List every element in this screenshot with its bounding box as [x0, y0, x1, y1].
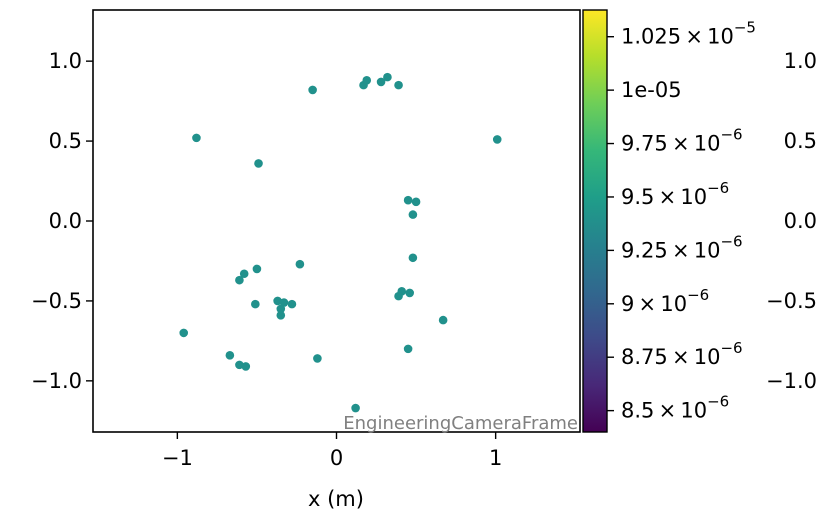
data-point	[403, 195, 413, 205]
colorbar-tick-label: 8.5 × 10−6	[621, 393, 729, 423]
data-point	[276, 304, 286, 314]
data-point	[408, 253, 418, 263]
data-point	[403, 344, 413, 354]
data-points	[179, 72, 502, 413]
data-point	[279, 298, 289, 307]
data-point	[313, 354, 322, 363]
data-point	[411, 197, 421, 207]
data-point	[192, 133, 201, 143]
data-point	[225, 350, 235, 360]
data-point	[241, 362, 251, 371]
y-tick-label: 1.0	[49, 49, 82, 73]
data-point	[252, 264, 262, 274]
x-axis-ticks: −1 0 1	[162, 432, 502, 470]
y-axis-ticks: 1.0 0.5 0.0 −0.5 −1.0	[31, 49, 93, 393]
data-point	[276, 311, 286, 320]
frame-watermark: EngineeringCameraFrame	[343, 413, 578, 434]
x-axis-title: x (m)	[308, 487, 364, 511]
colorbar-tick-label: 9.5 × 10−6	[621, 179, 729, 209]
data-point	[308, 85, 317, 95]
data-point	[405, 288, 415, 298]
right-y-tick-label: −0.5	[766, 289, 817, 313]
data-point	[438, 315, 448, 325]
right-y-tick-label: 1.0	[784, 49, 817, 73]
x-tick-label: −1	[162, 446, 193, 470]
colorbar-tick-label: 1e-05	[621, 78, 682, 102]
y-tick-label: −0.5	[31, 289, 82, 313]
data-point	[383, 72, 392, 82]
data-point	[394, 291, 403, 301]
data-point	[362, 76, 372, 85]
data-point	[492, 135, 502, 144]
colorbar-ticks: 1.025 × 10−5 1e-05 9.75 × 10−6 9.5 × 10−6 9.…	[607, 19, 756, 423]
colorbar-tick-label: 9 × 10−6	[621, 286, 709, 316]
y-tick-label: 0.0	[49, 209, 82, 233]
data-point	[251, 299, 260, 309]
colorbar-tick-label: 9.75 × 10−6	[621, 126, 743, 156]
y-tick-label: 0.5	[49, 129, 82, 153]
data-point	[287, 299, 297, 309]
right-y-tick-label: 0.5	[784, 129, 817, 153]
right-y-tick-label: 0.0	[784, 209, 817, 233]
right-y-tick-label: −1.0	[766, 369, 817, 393]
data-point	[394, 80, 403, 90]
colorbar	[582, 9, 608, 433]
data-point	[239, 269, 249, 279]
x-tick-label: 1	[489, 446, 502, 470]
data-point	[179, 328, 189, 338]
x-tick-label: 0	[330, 446, 343, 470]
data-point	[376, 77, 386, 87]
y-tick-label: −1.0	[31, 369, 82, 393]
data-point	[408, 210, 418, 219]
colorbar-tick-label: 9.25 × 10−6	[621, 232, 743, 262]
data-point	[295, 259, 305, 269]
colorbar-tick-label: 1.025 × 10−5	[621, 19, 756, 49]
right-y-axis-labels: 1.0 0.5 0.0 −0.5 −1.0	[766, 49, 817, 393]
data-point	[235, 275, 244, 285]
data-point	[351, 403, 360, 413]
colorbar-tick-label: 8.75 × 10−6	[621, 339, 743, 369]
data-point	[254, 159, 263, 168]
plot-background	[93, 10, 580, 432]
